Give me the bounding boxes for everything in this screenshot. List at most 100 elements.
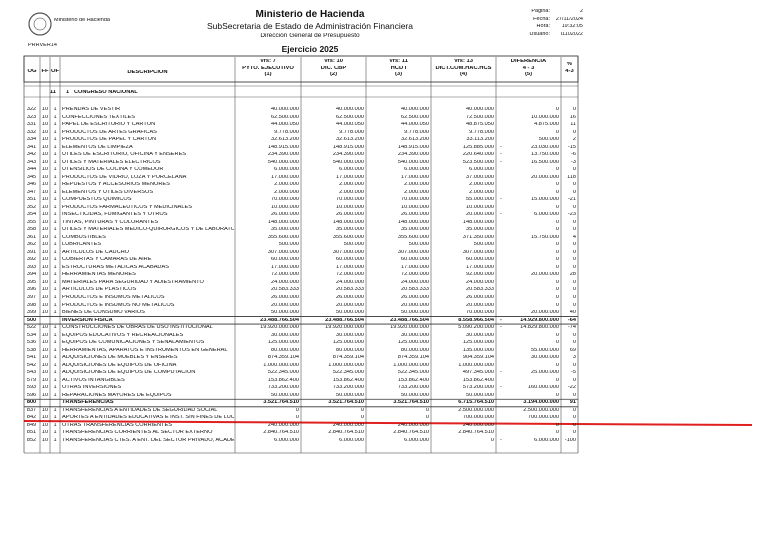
- amount: 2.840.764.510: [393, 430, 429, 436]
- percent: -64: [567, 317, 576, 323]
- difference: 700.000.000: [527, 415, 559, 421]
- of: 1: [53, 219, 57, 225]
- amount: 17.000.000: [401, 174, 429, 180]
- amount: 3.521.764.510: [263, 400, 299, 406]
- column-header: DIC. CBP: [320, 65, 347, 71]
- amount: 26.000.000: [466, 295, 494, 300]
- percent: 0: [572, 264, 576, 270]
- description: ARTÍCULOS DE CAUCHO: [62, 249, 130, 255]
- amount: 24.000.000: [336, 279, 364, 285]
- column-header: Vrs: 13: [453, 59, 473, 64]
- column-header: 4 - 3: [522, 65, 535, 71]
- meta-value: 27/11/2024: [555, 16, 583, 22]
- amount: 2.000.000: [339, 182, 364, 188]
- of: 1: [53, 257, 57, 263]
- section-of: 1: [66, 90, 70, 95]
- difference: 16.500.000: [531, 159, 559, 165]
- amount: 6.000.000: [469, 167, 494, 173]
- difference: 500.000: [538, 137, 559, 143]
- amount: 80.000.000: [271, 347, 299, 353]
- amount: 60.000.000: [466, 257, 494, 263]
- ff: 10: [41, 159, 49, 165]
- percent: 0: [572, 340, 576, 346]
- of: 1: [53, 189, 57, 195]
- ff: 10: [41, 325, 49, 331]
- of: 1: [53, 137, 57, 143]
- amount: 2.000.000: [404, 182, 429, 188]
- exercise: Ejercicio 2025: [281, 45, 339, 54]
- of: 1: [53, 159, 57, 165]
- amount: 148.915.000: [397, 144, 429, 150]
- amount: 50.000.000: [336, 310, 364, 316]
- description: REPUESTOS Y ACCESORIOS MENORES: [62, 182, 170, 188]
- difference: 6.000.000: [534, 437, 559, 443]
- percent: -74: [567, 325, 576, 331]
- difference: 14.929.800.000: [520, 317, 559, 323]
- og: 395: [26, 279, 37, 285]
- description: ELEMENTOS DE LIMPIEZA: [62, 144, 133, 150]
- description: ACTIVOS INTANGIBLES: [62, 377, 125, 383]
- amount: 30.000.000: [336, 332, 364, 338]
- percent: -3: [571, 159, 576, 165]
- amount: 70.000.000: [336, 197, 364, 203]
- percent: 69: [569, 347, 576, 353]
- description: TRANSFERENCIAS CTES. A ENT. DEL SECTOR P…: [62, 437, 234, 443]
- amount: 50.000.000: [336, 392, 364, 398]
- amount: 72.000.000: [401, 272, 429, 278]
- amount: 522.345.000: [332, 370, 364, 376]
- ff: 10: [41, 144, 49, 150]
- amount: 10.000.000: [401, 204, 429, 210]
- difference: 20.000.000: [531, 174, 559, 180]
- of: 1: [53, 264, 57, 270]
- meta-value: 2: [579, 9, 583, 14]
- description: TRANSFERENCIAS CORRIENTES AL SECTOR EXTE…: [62, 430, 213, 436]
- difference: 13.750.000: [531, 152, 559, 158]
- of: 1: [53, 167, 57, 173]
- of: 1: [53, 362, 57, 368]
- amount: 3.521.764.510: [393, 400, 429, 406]
- ff: 10: [41, 272, 49, 278]
- difference: 2.500.000.000: [523, 407, 559, 413]
- ff: 10: [41, 204, 49, 210]
- amount: 40.000.000: [466, 107, 494, 112]
- amount: 6.715.764.510: [458, 400, 494, 406]
- amount: 1.000.000.000: [393, 362, 429, 368]
- percent: 0: [572, 129, 576, 135]
- og: 852: [26, 437, 37, 443]
- amount: 72.000.000: [271, 272, 299, 278]
- of: 1: [53, 355, 57, 361]
- amount: 8.558.966.504: [458, 317, 494, 323]
- amount: 9.778.000: [469, 129, 494, 135]
- description: ADQUISICIONES DE EQUIPOS DE COMPUTACIÓN: [62, 370, 196, 376]
- amount: 500.000: [278, 242, 299, 248]
- amount: 2.000.000: [339, 189, 364, 195]
- of: 1: [53, 152, 57, 158]
- amount: 26.000.000: [271, 212, 299, 218]
- amount: 60.000.000: [401, 257, 429, 263]
- percent: 0: [572, 227, 576, 233]
- description: PRODUCTOS DE PAPEL Y CARTON: [62, 137, 156, 143]
- logo-inner: [33, 17, 47, 31]
- percent: 0: [572, 415, 576, 421]
- percent: 91: [569, 400, 576, 406]
- difference: 0: [555, 204, 559, 210]
- diff-sign: -: [500, 197, 502, 203]
- ff: 10: [41, 197, 49, 203]
- percent: 0: [572, 182, 576, 188]
- amount: 2.000.000: [469, 189, 494, 195]
- of: 1: [53, 332, 57, 338]
- amount: 62.500.000: [401, 114, 429, 120]
- amount: 153.862.400: [267, 377, 299, 383]
- ff: 10: [41, 189, 49, 195]
- of: 1: [53, 437, 57, 443]
- diff-sign: -: [500, 159, 502, 165]
- of: 1: [53, 114, 57, 120]
- percent: 0: [572, 107, 576, 112]
- difference: 10.000.000: [531, 114, 559, 120]
- amount: 17.000.000: [271, 174, 299, 180]
- amount: 35.000.000: [271, 227, 299, 233]
- amount: 874.359.104: [397, 355, 429, 361]
- og: 849: [26, 422, 37, 428]
- difference: 20.000.000: [531, 310, 559, 316]
- amount: 72.000.000: [336, 272, 364, 278]
